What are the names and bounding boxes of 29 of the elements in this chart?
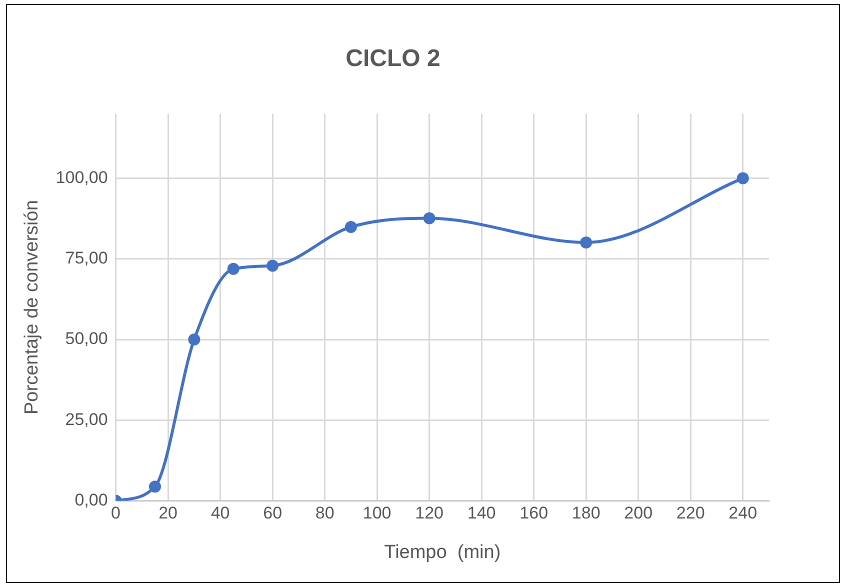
point	[423, 212, 436, 224]
y-tick-label: 100,00	[56, 168, 108, 187]
x-tick-label: 240	[728, 504, 758, 523]
point	[227, 262, 240, 275]
x-tick-label: 40	[210, 504, 230, 523]
x-tick-label: 20	[158, 504, 178, 523]
point	[266, 260, 279, 272]
y-tick-label: 0,00	[74, 490, 108, 510]
x-tick-label: 200	[624, 504, 653, 523]
x-tick-label: 80	[315, 504, 334, 523]
point	[188, 334, 200, 346]
x-tick-label: 120	[415, 504, 444, 523]
point	[736, 172, 749, 184]
point	[148, 480, 161, 493]
point	[344, 221, 357, 233]
x-axis-title: Tiempo (min)	[384, 542, 501, 563]
x-tick-label: 160	[520, 504, 548, 523]
x-tick-label: 100	[362, 504, 392, 523]
x-tick-label: 180	[572, 504, 600, 523]
x-tick-label: 60	[263, 504, 282, 523]
x-tick-label: 0	[111, 504, 121, 523]
x-tick-label: 140	[467, 504, 496, 523]
point	[580, 236, 592, 248]
y-axis-title: Porcentaje de conversión	[22, 200, 43, 415]
x-tick-label: 220	[676, 504, 705, 523]
chart-title: CICLO 2	[346, 45, 440, 72]
y-tick-label: 75,00	[65, 248, 108, 268]
y-tick-label: 50,00	[65, 329, 108, 348]
y-tick-label: 25,00	[65, 410, 108, 429]
